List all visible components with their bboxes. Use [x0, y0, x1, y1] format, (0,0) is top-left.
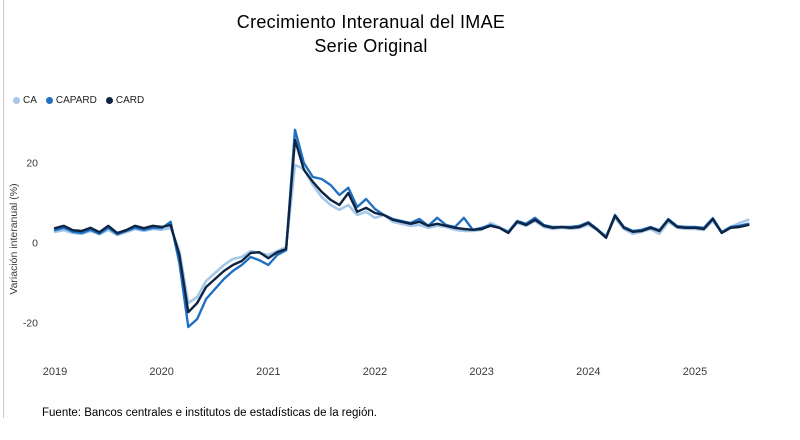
legend-item-ca[interactable]: CA: [13, 95, 37, 106]
legend-item-capard[interactable]: CAPARD: [45, 95, 97, 106]
x-axis-tick-label: 2023: [469, 366, 493, 378]
series-line-card: [53, 138, 750, 314]
x-axis-tick-label: 2024: [576, 366, 600, 378]
legend-swatch-capard-icon: [45, 97, 53, 104]
visual-left-border: [3, 0, 4, 418]
x-axis-tick-label: 2020: [149, 366, 173, 378]
series-line-ca: [53, 163, 750, 305]
legend-label-capard: CAPARD: [55, 95, 97, 106]
series-line-capard: [53, 128, 750, 329]
y-axis-tick-label: -20: [23, 318, 38, 330]
x-axis-tick-label: 2022: [363, 366, 387, 378]
y-axis-tick-label: 0: [32, 238, 38, 250]
chart-title: Crecimiento Interanual del IMAE Serie Or…: [0, 10, 742, 58]
legend-swatch-ca-icon: [13, 97, 20, 104]
legend-swatch-card-icon: [105, 97, 113, 104]
source-note: Fuente: Bancos centrales e institutos de…: [42, 407, 377, 419]
chart-legend: CA CAPARD CARD: [13, 95, 144, 106]
chart-title-line2: Serie Original: [314, 36, 428, 56]
chart-title-line1: Crecimiento Interanual del IMAE: [236, 12, 506, 32]
x-axis-tick-label: 2025: [683, 366, 707, 378]
x-axis-tick-label: 2019: [43, 366, 67, 378]
legend-label-ca: CA: [23, 95, 37, 106]
legend-item-card[interactable]: CARD: [105, 95, 145, 106]
y-axis-tick-label: 20: [26, 158, 38, 170]
x-axis-tick-label: 2021: [256, 366, 280, 378]
legend-label-card: CARD: [115, 95, 145, 106]
